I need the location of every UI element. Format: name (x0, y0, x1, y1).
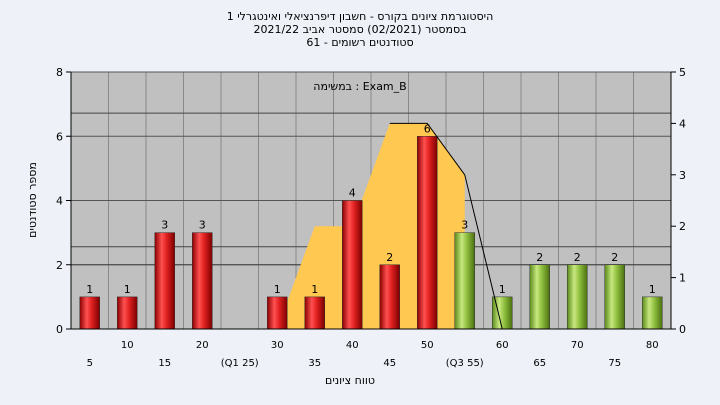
chart-annotation: במשימה : Exam_B (313, 80, 406, 93)
bar-5 (79, 296, 100, 330)
bar-value-label: 1 (499, 283, 506, 296)
bars (79, 136, 663, 330)
black-line-series (389, 122, 503, 330)
y-tick-label: 4 (56, 195, 63, 208)
bar-20 (192, 232, 213, 330)
y-axis-right: 0 1 2 3 4 5 (670, 66, 686, 336)
y-tick-label: 6 (56, 130, 63, 143)
x-tick-label: 30 (271, 340, 284, 351)
x-tick-label: 35 (308, 358, 321, 369)
y2-tick-label: 5 (679, 66, 686, 79)
bar-80 (642, 296, 663, 330)
y-tick-label: 2 (56, 259, 63, 272)
bar-65 (529, 264, 550, 330)
bar-value-label: 2 (536, 251, 543, 264)
bar-value-label: 1 (124, 283, 131, 296)
y2-tick-label: 2 (679, 220, 686, 233)
bar-10 (117, 296, 138, 330)
bar-value-label: 1 (86, 283, 93, 296)
chart-title-line2: בסמסטר (02/2021) סמסטר אביב 2021/22 (253, 23, 467, 36)
x-tick-label: 45 (383, 358, 396, 369)
x-tick-label: 80 (646, 340, 659, 351)
bar-15 (154, 232, 175, 330)
bar-value-label: 1 (274, 283, 281, 296)
bar-value-label: 3 (161, 219, 168, 232)
x-tick-label: 5 (87, 358, 93, 369)
y2-tick-label: 4 (679, 117, 686, 130)
bar-35 (304, 296, 325, 330)
x-tick-label: (Q3 55) (446, 358, 484, 369)
y2-tick-label: 1 (679, 272, 686, 285)
bar-value-label: 2 (574, 251, 581, 264)
y-tick-label: 0 (56, 323, 63, 336)
bar-55 (454, 232, 475, 330)
bar-value-label: 3 (461, 219, 468, 232)
bar-45 (379, 264, 400, 330)
x-tick-label: 10 (121, 340, 134, 351)
chart-title-line3: סטודנטים רשומים - 61 (306, 36, 414, 49)
x-tick-label: 65 (533, 358, 546, 369)
x-tick-label: 40 (346, 340, 359, 351)
bar-value-label: 2 (386, 251, 393, 264)
x-tick-label: 20 (196, 340, 209, 351)
x-tick-label: (Q1 25) (221, 358, 259, 369)
chart-title-line1: היסטוגרמת ציונים בקורס - חשבון דיפרנציאל… (226, 10, 494, 23)
bar-value-label: 2 (611, 251, 618, 264)
y-axis-title: מספר סטודנטים (26, 162, 39, 238)
x-axis: 5 10 15 20 (Q1 25) 30 35 40 45 50 (Q3 55) 60 65 70 75 8… (71, 328, 671, 369)
bar-value-label: 1 (649, 283, 656, 296)
x-axis-title: טווח ציונים (325, 374, 375, 387)
value-labels: 1 1 3 3 1 1 4 2 6 3 1 2 2 2 1 (86, 122, 656, 296)
x-tick-label: 70 (571, 340, 584, 351)
bar-40 (342, 200, 363, 330)
y-tick-label: 8 (56, 66, 63, 79)
x-tick-label: 50 (421, 340, 434, 351)
x-tick-label: 15 (158, 358, 171, 369)
bar-75 (604, 264, 625, 330)
x-tick-label: 75 (608, 358, 621, 369)
bar-value-label: 3 (199, 219, 206, 232)
bar-50 (417, 136, 438, 330)
x-tick-label: 60 (496, 340, 509, 351)
bar-value-label: 1 (311, 283, 318, 296)
y-axis-left: 0 2 4 6 8 (56, 66, 72, 336)
y2-tick-label: 3 (679, 169, 686, 182)
bar-value-label: 4 (349, 187, 356, 200)
bar-70 (567, 264, 588, 330)
black-line-polyline (389, 122, 503, 330)
bar-30 (267, 296, 288, 330)
bar-value-label: 6 (424, 122, 431, 135)
y2-tick-label: 0 (679, 323, 686, 336)
